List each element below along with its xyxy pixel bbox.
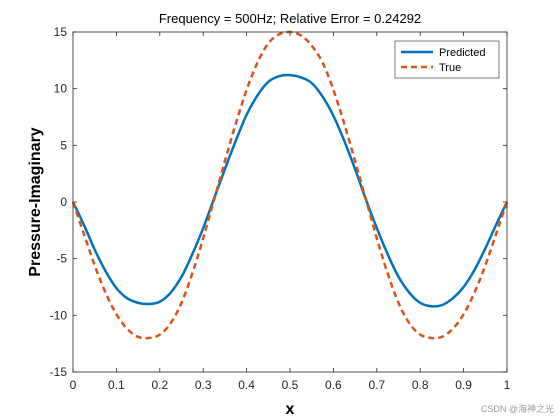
x-tick-label: 0.3 xyxy=(195,378,212,392)
legend-label-true: True xyxy=(439,62,461,74)
x-tick-label: 0.8 xyxy=(412,378,429,392)
chart-title: Frequency = 500Hz; Relative Error = 0.24… xyxy=(159,11,421,26)
legend-label-predicted: Predicted xyxy=(439,47,485,59)
watermark-text: CSDN @海神之光 xyxy=(481,403,554,414)
x-tick-label: 0.2 xyxy=(151,378,168,392)
axes-frame xyxy=(72,31,508,373)
legend: Predicted True xyxy=(394,40,500,79)
legend-box xyxy=(394,40,500,79)
y-tick-label: 15 xyxy=(54,25,68,39)
x-tick-label: 0.1 xyxy=(108,378,125,392)
y-axis-label: Pressure-Imaginary xyxy=(27,127,44,277)
y-tick-label: -10 xyxy=(50,308,68,322)
x-tick-label: 0.6 xyxy=(325,378,342,392)
x-tick-label: 1 xyxy=(504,378,511,392)
y-tick-label: 5 xyxy=(60,138,67,152)
plot-area xyxy=(73,32,507,372)
x-tick-label: 0.4 xyxy=(238,378,255,392)
x-tick-label: 0.9 xyxy=(455,378,472,392)
x-tick-label: 0 xyxy=(70,378,77,392)
y-tick-label: -5 xyxy=(56,252,67,266)
x-axis-label: x xyxy=(286,401,295,418)
y-tick-label: 10 xyxy=(54,82,68,96)
x-tick-label: 0.7 xyxy=(368,378,385,392)
series-line-predicted xyxy=(71,73,509,308)
x-tick-label: 0.5 xyxy=(282,378,299,392)
y-tick-label: -15 xyxy=(50,365,68,379)
tick-labels: 0 0.1 0.2 0.3 0.4 0.5 0.6 0.7 0.8 0.9 1 -15 -10 -5 0 5 1… xyxy=(50,25,511,392)
y-tick-label: 0 xyxy=(60,195,67,209)
